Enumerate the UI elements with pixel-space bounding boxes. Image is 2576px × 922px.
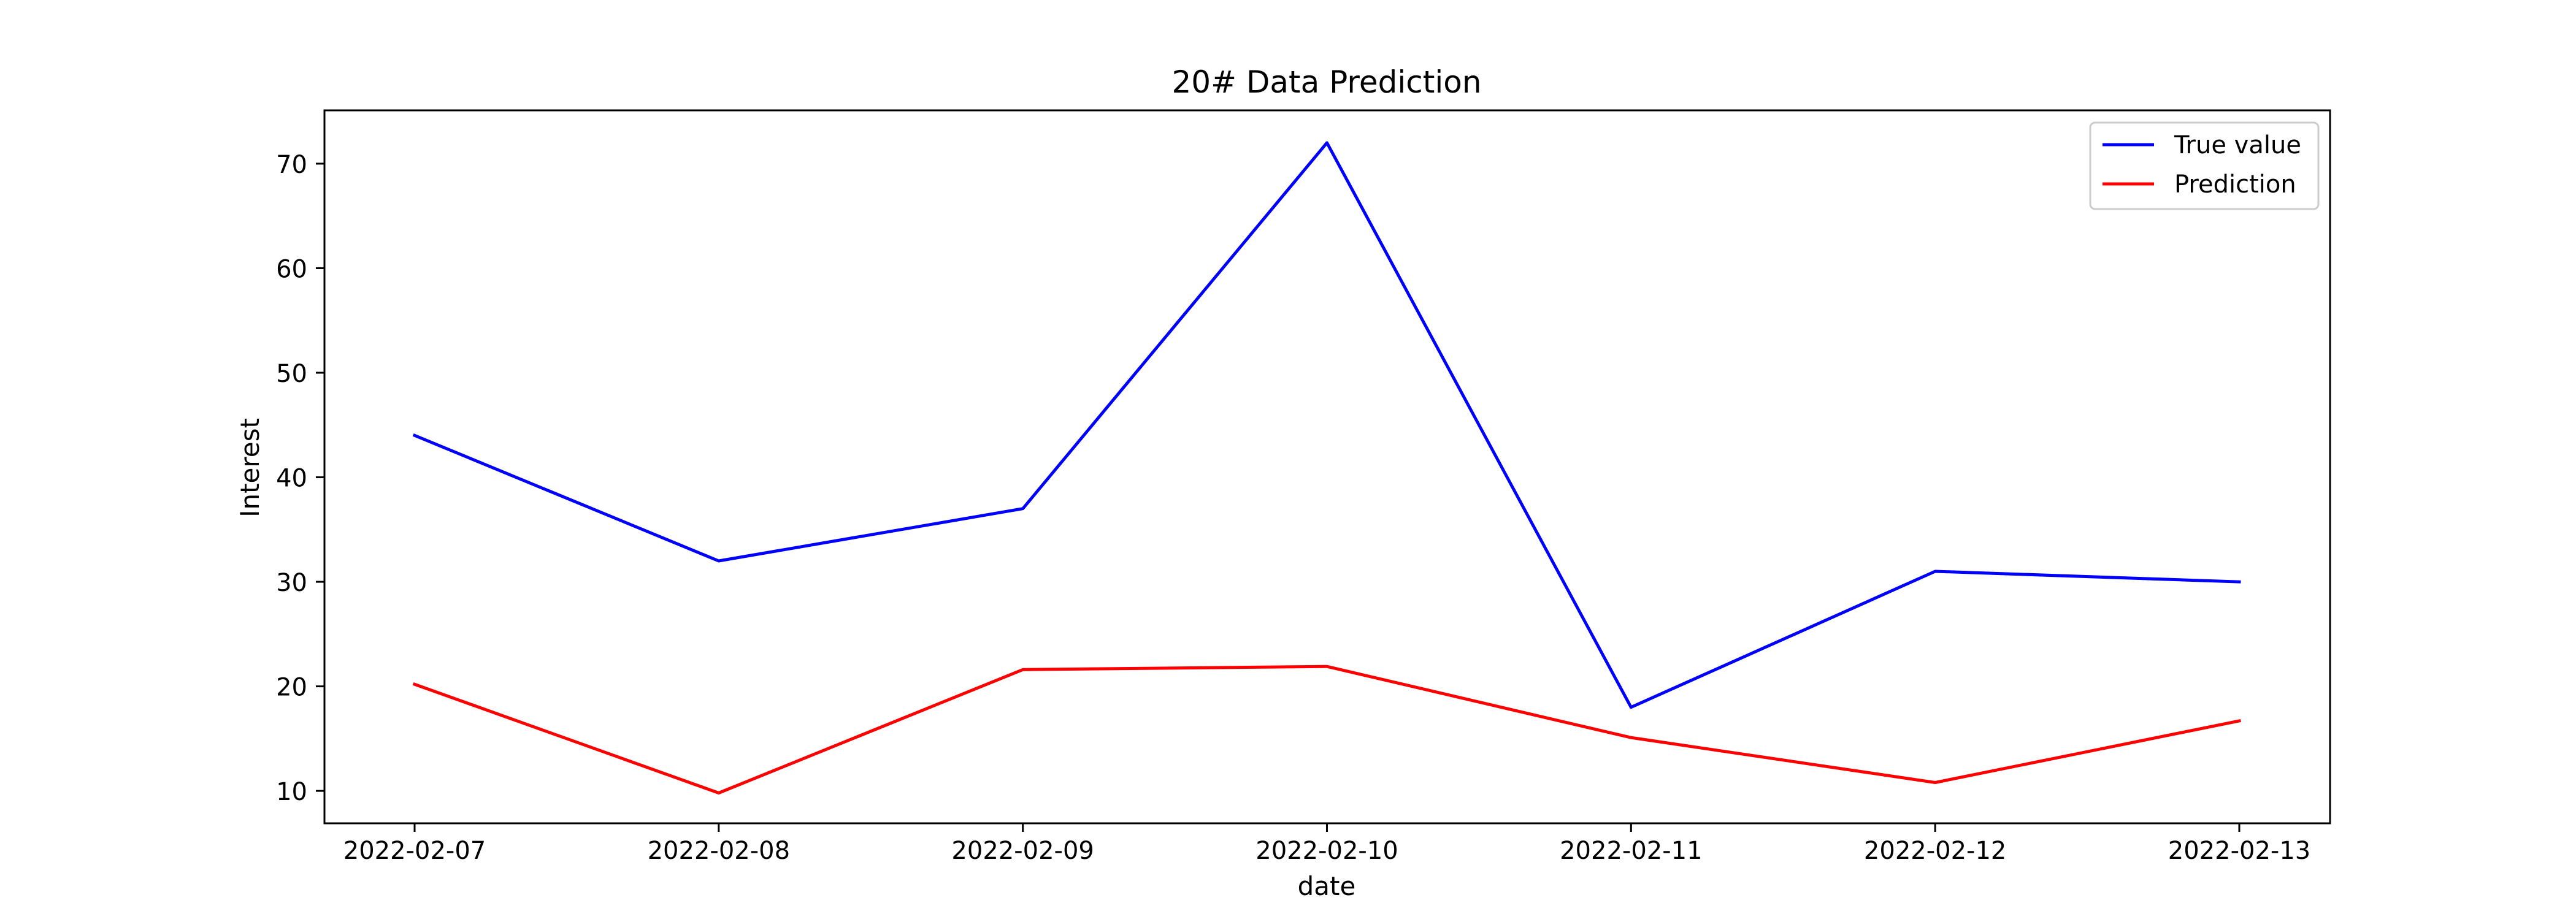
legend-entries: True value Prediction bbox=[2103, 131, 2301, 199]
x-tick-label: 2022-02-12 bbox=[1864, 837, 2006, 865]
series-line-prediction bbox=[412, 665, 2241, 794]
y-tick-label: 10 bbox=[276, 778, 307, 806]
x-tick-label: 2022-02-11 bbox=[1560, 837, 1702, 865]
x-tick-label: 2022-02-09 bbox=[951, 837, 1094, 865]
x-tick-label: 2022-02-08 bbox=[648, 837, 790, 865]
x-tick-label: 2022-02-13 bbox=[2168, 837, 2310, 865]
x-tick-label: 2022-02-10 bbox=[1255, 837, 1398, 865]
legend-label: True value bbox=[2174, 131, 2301, 159]
y-tick-label: 20 bbox=[276, 674, 307, 702]
y-axis-label: Interest bbox=[235, 418, 265, 517]
plot-area-frame bbox=[323, 109, 2331, 825]
y-tick-label: 30 bbox=[276, 569, 307, 597]
y-axis-ticks: 10 20 30 40 50 60 70 bbox=[276, 151, 324, 806]
y-tick-label: 60 bbox=[276, 255, 307, 283]
chart-title: 20# Data Prediction bbox=[1171, 64, 1481, 100]
legend: True value Prediction bbox=[2089, 121, 2320, 210]
legend-label: Prediction bbox=[2174, 170, 2296, 199]
series-line-true-value bbox=[412, 141, 2241, 709]
y-tick-label: 40 bbox=[276, 465, 307, 493]
y-tick-label: 70 bbox=[276, 151, 307, 179]
x-axis-ticks: 2022-02-07 2022-02-08 2022-02-09 2022-02-10… bbox=[343, 823, 2310, 865]
x-axis-label: date bbox=[1298, 871, 1356, 901]
x-tick-label: 2022-02-07 bbox=[343, 837, 486, 865]
y-tick-label: 50 bbox=[276, 360, 307, 388]
series-lines bbox=[412, 141, 2241, 794]
